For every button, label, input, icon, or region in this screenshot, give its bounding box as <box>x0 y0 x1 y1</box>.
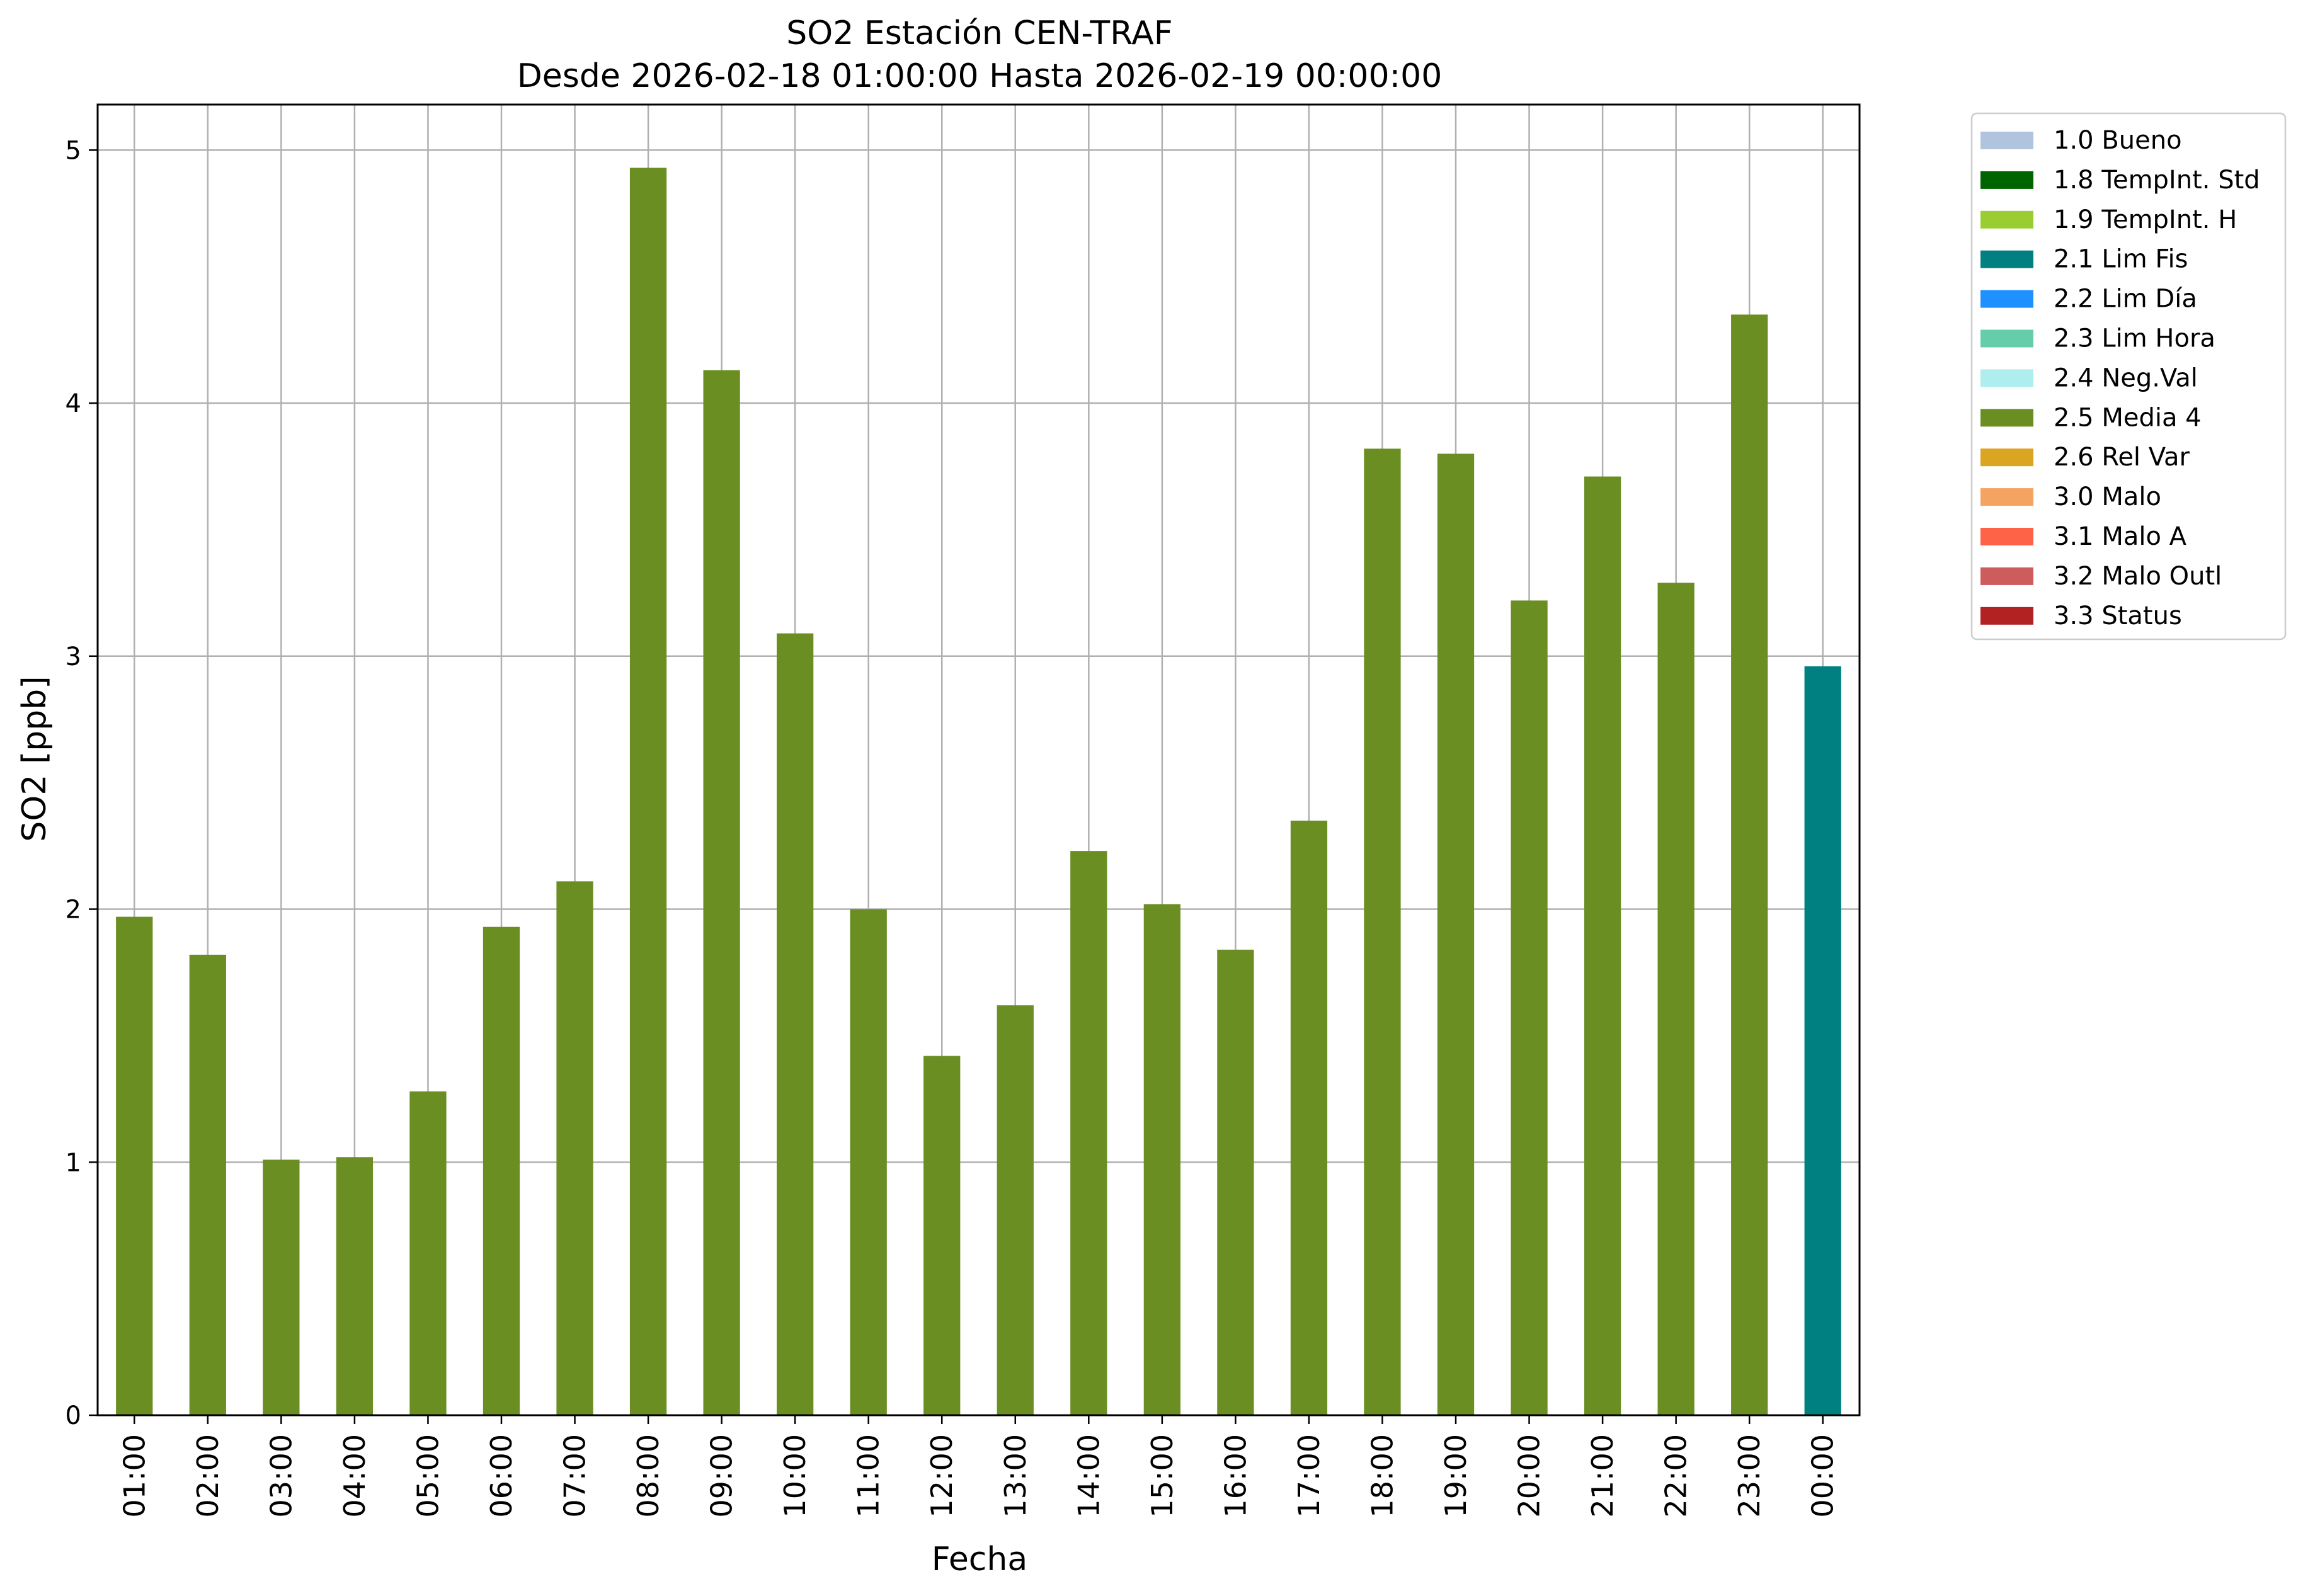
legend-label: 2.3 Lim Hora <box>2054 324 2215 353</box>
x-tick-label: 09:00 <box>705 1434 739 1518</box>
legend-label: 2.4 Neg.Val <box>2054 363 2198 392</box>
bar <box>1437 453 1475 1415</box>
x-tick-label: 11:00 <box>852 1434 886 1518</box>
y-tick-label: 5 <box>66 136 81 165</box>
x-tick-label: 18:00 <box>1365 1434 1399 1518</box>
bar <box>483 926 520 1415</box>
bar <box>923 1056 961 1415</box>
legend-swatch <box>1980 528 2033 545</box>
bar <box>189 954 226 1415</box>
chart-title: SO2 Estación CEN-TRAF <box>786 14 1172 52</box>
bar <box>263 1160 300 1415</box>
legend-swatch <box>1980 488 2033 506</box>
y-tick-labels: 0 1 2 3 4 5 <box>66 136 81 1430</box>
legend-swatch <box>1980 369 2033 387</box>
y-tick-label: 2 <box>66 896 81 925</box>
legend-label: 2.1 Lim Fis <box>2054 245 2188 274</box>
plot-frame <box>96 103 1861 1416</box>
legend-label: 3.0 Malo <box>2054 482 2161 511</box>
y-axis-label: SO2 [ppb] <box>16 676 54 841</box>
y-tick-label: 3 <box>66 642 81 671</box>
bar <box>336 1157 374 1415</box>
x-tick-label: 20:00 <box>1512 1434 1546 1518</box>
x-tick-label: 15:00 <box>1145 1434 1179 1518</box>
legend-swatch <box>1980 171 2033 189</box>
x-tick-label: 19:00 <box>1439 1434 1473 1518</box>
x-tick-label: 21:00 <box>1586 1434 1620 1518</box>
bar <box>703 370 740 1415</box>
legend-swatch <box>1980 132 2033 149</box>
x-tick-labels: 01:00 02:00 03:00 04:00 05:00 06:00 07:00 08:00… <box>117 1434 1839 1518</box>
legend-swatch <box>1980 409 2033 427</box>
legend-box <box>1970 112 2287 641</box>
x-tick-label: 16:00 <box>1218 1434 1252 1518</box>
x-axis-label: Fecha <box>932 1541 1027 1578</box>
legend-swatch <box>1980 290 2033 308</box>
bar <box>777 633 814 1415</box>
legend-swatch <box>1980 448 2033 467</box>
y-tick-label: 0 <box>66 1401 81 1430</box>
y-tick-label: 1 <box>66 1148 81 1177</box>
bar <box>1511 600 1548 1415</box>
x-tick-label: 08:00 <box>631 1434 665 1518</box>
legend: 1.0 Bueno 1.8 TempInt. Std 1.9 TempInt. H 2… <box>1970 112 2287 641</box>
bar <box>1217 949 1254 1415</box>
legend-label: 1.8 TempInt. Std <box>2054 166 2260 195</box>
bar <box>1584 476 1621 1415</box>
bar <box>1731 314 1768 1415</box>
bar <box>1657 583 1694 1415</box>
legend-swatch <box>1980 567 2033 585</box>
bar <box>116 916 153 1415</box>
chart-subtitle: Desde 2026-02-18 01:00:00 Hasta 2026-02-… <box>517 57 1443 95</box>
bar <box>1070 851 1107 1415</box>
x-tick-label: 02:00 <box>191 1434 225 1518</box>
legend-label: 1.0 Bueno <box>2054 126 2182 155</box>
x-tick-label: 01:00 <box>117 1434 151 1518</box>
axes <box>89 103 1861 1424</box>
x-tick-label: 04:00 <box>338 1434 372 1518</box>
y-tick-label: 4 <box>66 389 81 418</box>
x-tick-label: 23:00 <box>1732 1434 1766 1518</box>
legend-swatch <box>1980 250 2033 268</box>
bar <box>629 168 667 1416</box>
bar <box>1143 904 1180 1415</box>
legend-label: 2.6 Rel Var <box>2054 443 2190 472</box>
bar <box>850 909 887 1415</box>
legend-swatch <box>1980 607 2033 625</box>
legend-label: 3.1 Malo A <box>2054 522 2187 551</box>
legend-swatch <box>1980 210 2033 229</box>
bar <box>997 1005 1034 1415</box>
bar-series <box>116 168 1841 1416</box>
bar <box>1290 820 1328 1415</box>
bar <box>1364 448 1401 1415</box>
x-tick-label: 17:00 <box>1292 1434 1326 1518</box>
x-tick-label: 13:00 <box>998 1434 1032 1518</box>
x-tick-label: 14:00 <box>1071 1434 1106 1518</box>
x-tick-label: 00:00 <box>1806 1434 1840 1518</box>
x-tick-label: 06:00 <box>484 1434 518 1518</box>
legend-swatch <box>1980 329 2033 348</box>
x-tick-label: 12:00 <box>925 1434 959 1518</box>
bar <box>1804 666 1841 1415</box>
legend-label: 3.3 Status <box>2054 601 2182 630</box>
bar <box>409 1091 447 1415</box>
legend-label: 3.2 Malo Outl <box>2054 562 2222 591</box>
legend-label: 2.5 Media 4 <box>2054 403 2202 432</box>
x-tick-label: 07:00 <box>558 1434 592 1518</box>
x-tick-label: 05:00 <box>411 1434 445 1518</box>
x-tick-label: 03:00 <box>264 1434 298 1518</box>
bar <box>556 881 593 1415</box>
legend-label: 1.9 TempInt. H <box>2054 205 2237 234</box>
x-tick-label: 10:00 <box>778 1434 812 1518</box>
legend-label: 2.2 Lim Día <box>2054 285 2197 314</box>
x-tick-label: 22:00 <box>1659 1434 1693 1518</box>
